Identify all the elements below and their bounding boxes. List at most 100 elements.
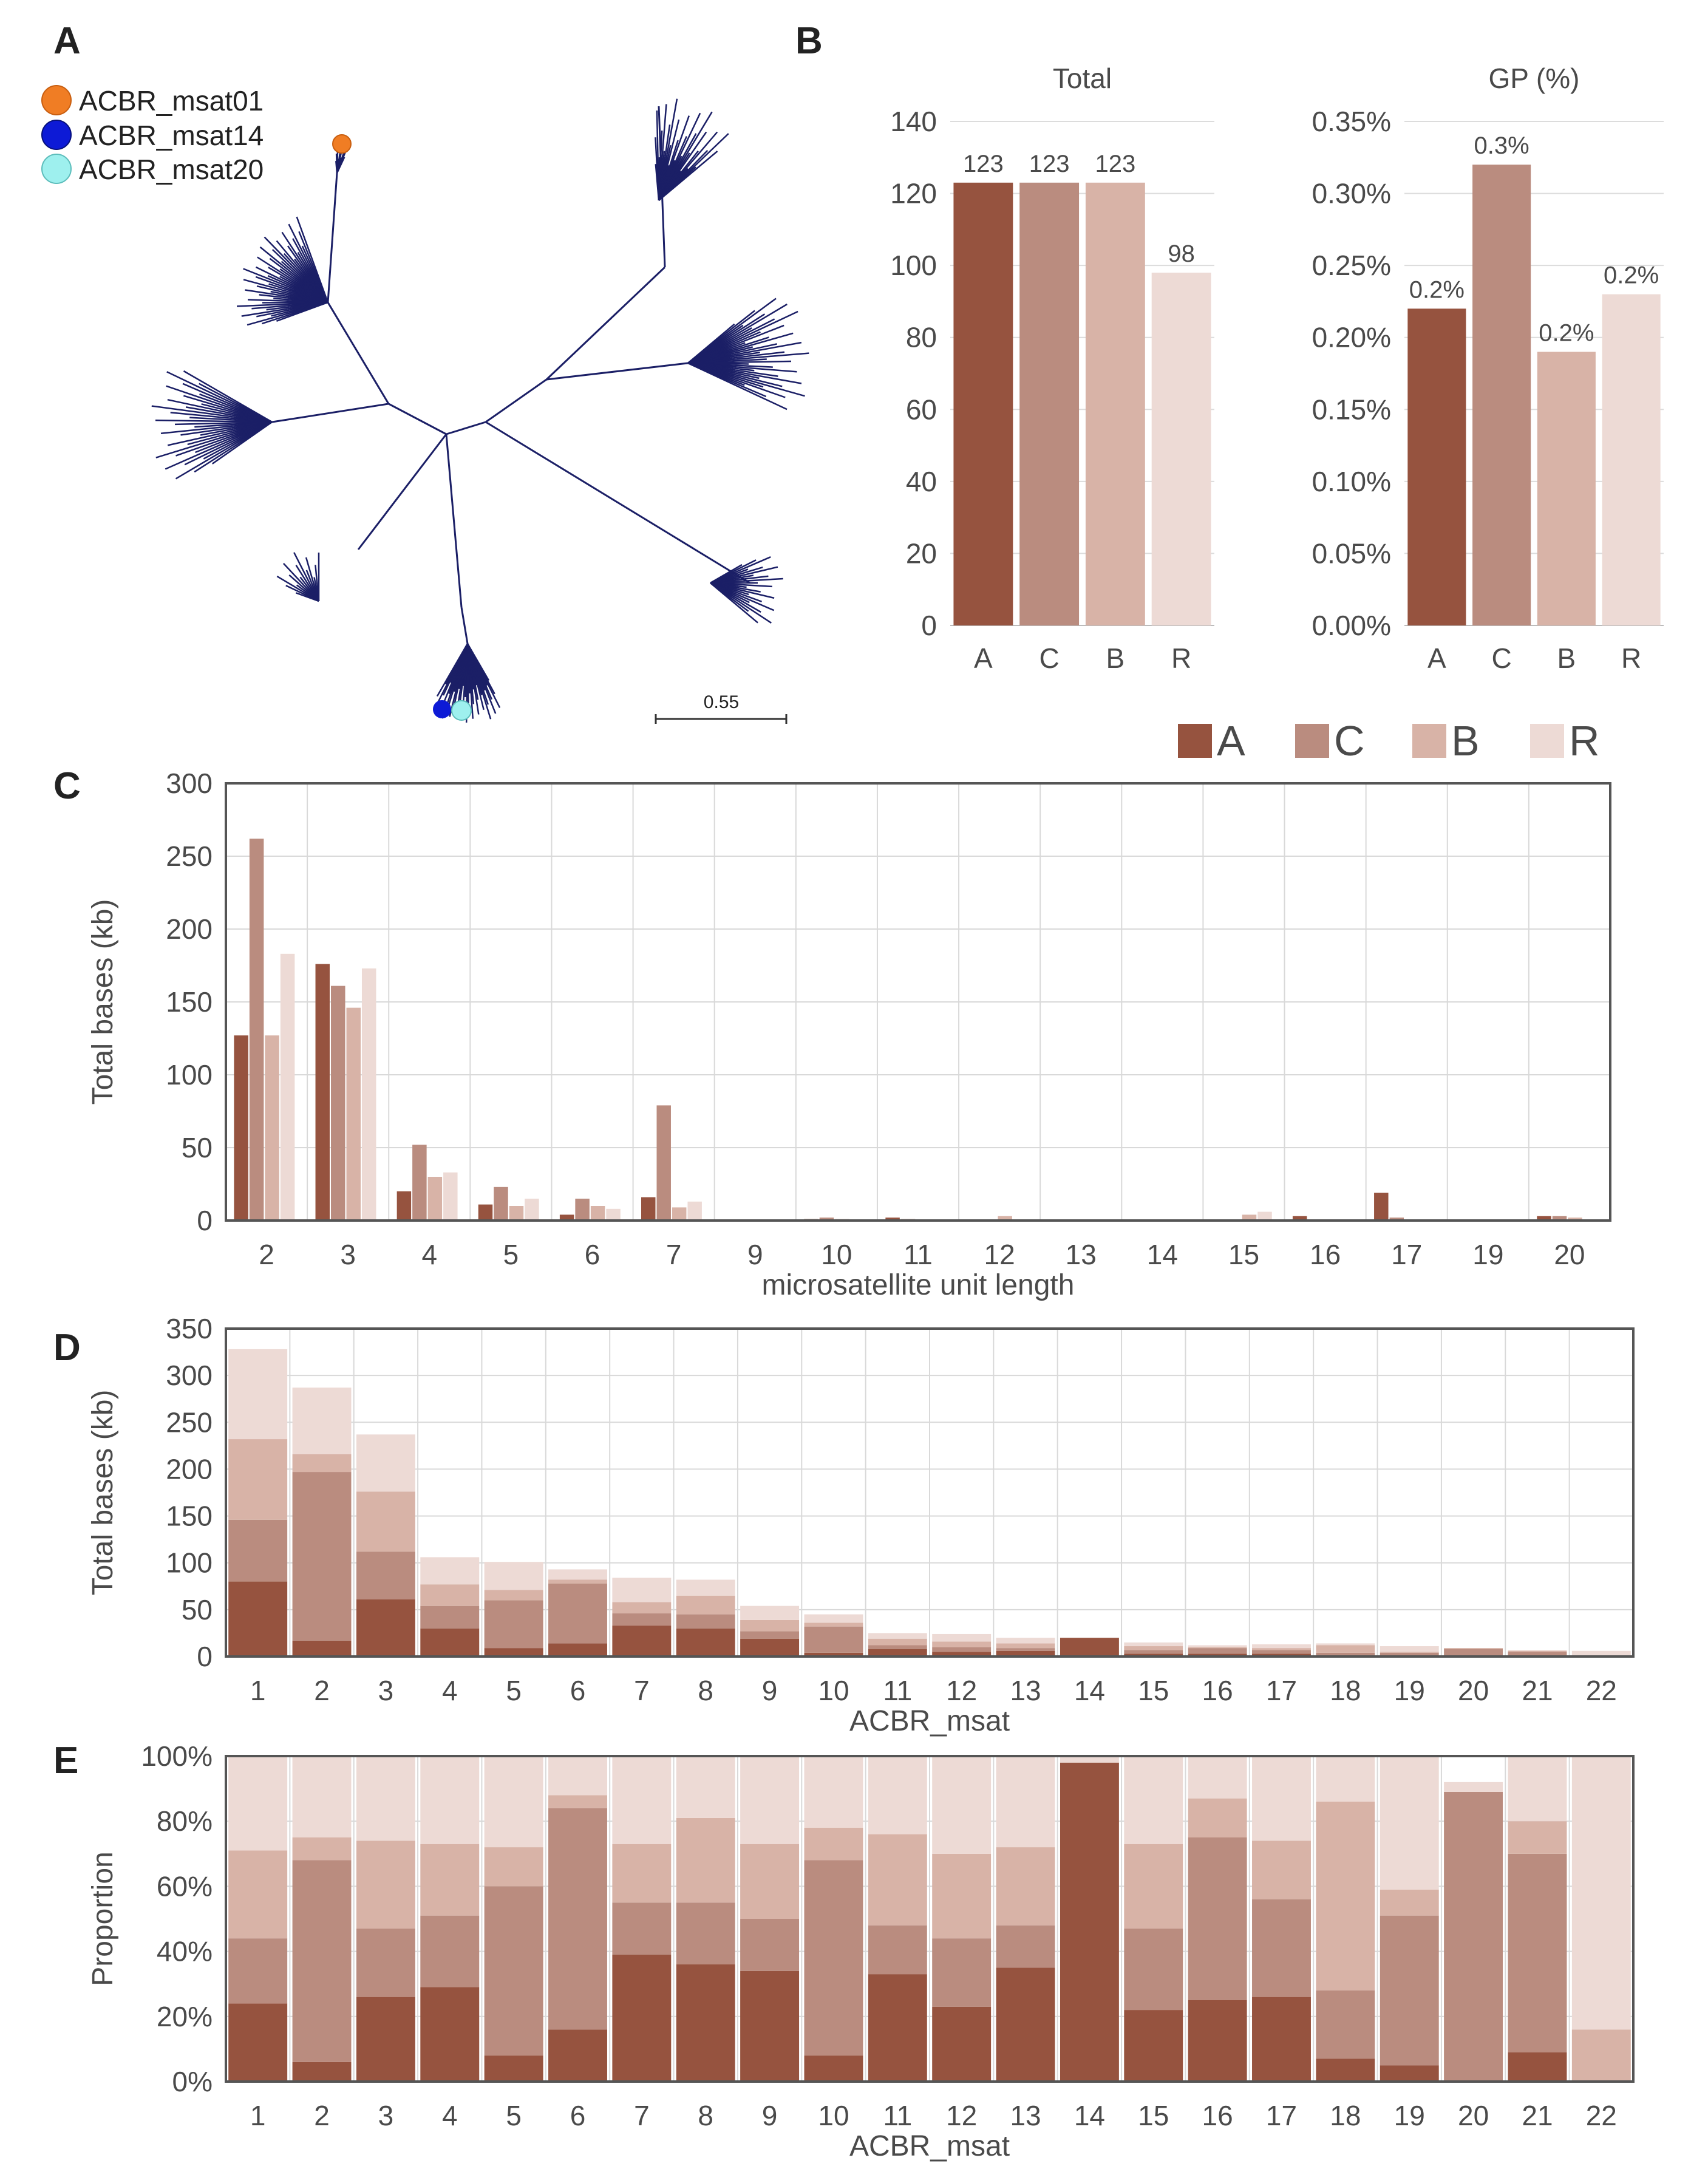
x-tick-label: 1 — [250, 2100, 266, 2131]
x-tick-label: 6 — [585, 1239, 601, 1270]
panel-label-e: E — [53, 1740, 78, 1782]
segment-A-8 — [676, 1628, 735, 1657]
legend-swatch-C — [1295, 724, 1329, 758]
segment-C-15 — [1124, 1929, 1183, 2011]
x-tick-label: 8 — [698, 1675, 713, 1706]
segment-A-16 — [1188, 2000, 1247, 2082]
scale-bar: 0.55 — [655, 692, 788, 724]
segment-B-15 — [1124, 1844, 1183, 1929]
x-tick-label: 11 — [883, 2100, 912, 2131]
x-tick-label: 18 — [1330, 2100, 1361, 2131]
x-tick-label: 21 — [1522, 2100, 1553, 2131]
x-tick-label: 19 — [1394, 1675, 1425, 1706]
x-tick-label: 14 — [1074, 1675, 1105, 1706]
segment-B-17 — [1252, 1840, 1311, 1899]
tree-node-msat20 — [451, 700, 472, 721]
bar-value-label: 98 — [1168, 240, 1195, 267]
y-tick-label: 20 — [906, 537, 937, 569]
bar-A-17 — [1374, 1193, 1389, 1221]
segment-B-8 — [676, 1817, 735, 1903]
bar-R-3 — [361, 968, 376, 1221]
bar-R-2 — [280, 953, 295, 1221]
bar-A-16 — [1292, 1216, 1307, 1221]
x-tick-label: 9 — [747, 1239, 763, 1270]
bar-C-6 — [575, 1199, 590, 1221]
segment-B-1 — [228, 1850, 288, 1939]
bar-C-10 — [819, 1217, 834, 1221]
segment-R-11 — [868, 1633, 927, 1639]
segment-C-21 — [1508, 1853, 1567, 2052]
segment-A-14 — [1060, 1762, 1119, 2082]
bar-value-label: 123 — [1095, 151, 1136, 177]
y-tick-label: 120 — [890, 178, 937, 209]
bar-B-5 — [509, 1206, 524, 1221]
tree-node-msat14 — [433, 700, 451, 718]
x-tick-label: 7 — [634, 2100, 650, 2131]
segment-B-8 — [676, 1595, 735, 1615]
tree-branch — [327, 302, 390, 404]
segment-C-3 — [356, 1929, 415, 1997]
y-tick-label: 0 — [197, 1205, 213, 1236]
segment-R-15 — [1124, 1756, 1183, 1844]
x-tick-label: 20 — [1458, 1675, 1489, 1706]
y-tick-label: 200 — [166, 913, 213, 945]
bar-A-4 — [396, 1191, 412, 1221]
y-tick-label: 0 — [921, 610, 937, 641]
y-tick-label: 140 — [890, 106, 937, 137]
segment-R-11 — [868, 1756, 927, 1834]
x-tick-label: 3 — [378, 2100, 394, 2131]
y-tick-label: 80 — [906, 322, 937, 353]
x-tick-label: 13 — [1010, 2100, 1041, 2131]
segment-C-19 — [1380, 1652, 1439, 1656]
bar-C-7 — [656, 1105, 671, 1221]
x-tick-label: 5 — [503, 1239, 519, 1270]
segment-B-20 — [1444, 1648, 1503, 1649]
y-tick-label: 0.20% — [1312, 322, 1391, 353]
scale-bar-label: 0.55 — [704, 692, 739, 712]
tree-leaf — [282, 563, 319, 602]
segment-R-7 — [612, 1756, 672, 1844]
segment-B-4 — [420, 1584, 480, 1606]
y-tick-label: 0.25% — [1312, 250, 1391, 281]
x-tick-label: 13 — [1010, 1675, 1041, 1706]
y-tick-label: 50 — [182, 1132, 213, 1163]
x-tick-label: C — [1492, 642, 1512, 674]
segment-A-21 — [1508, 2052, 1567, 2082]
legend-swatch-A — [1178, 724, 1212, 758]
segment-C-4 — [420, 1605, 480, 1629]
x-axis-title: ACBR_msat — [849, 2130, 1010, 2162]
y-tick-label: 350 — [166, 1313, 213, 1344]
bar-value-label: 0.2% — [1539, 319, 1594, 346]
x-tick-label: 20 — [1554, 1239, 1585, 1270]
panel-label-a: A — [53, 20, 81, 62]
legend-msat01-label: ACBR_msat01 — [79, 85, 264, 117]
chart-proportion-stacked: 0%20%40%60%80%100%1 2 3 4 5 6 7 8 9 10 11 12 13 14 15 1… — [87, 1740, 1635, 2162]
x-tick-label: 14 — [1074, 2100, 1105, 2131]
segment-C-5 — [484, 1886, 543, 2056]
tree-branch — [327, 172, 338, 303]
segment-A-2 — [292, 1640, 352, 1657]
segment-A-15 — [1124, 2010, 1183, 2082]
segment-B-9 — [740, 1619, 800, 1632]
y-tick-label: 20% — [157, 2001, 213, 2032]
tree-branch — [445, 434, 463, 608]
x-tick-label: 7 — [634, 1675, 650, 1706]
x-tick-label: 9 — [762, 2100, 778, 2131]
tree-leaf — [687, 362, 788, 410]
segment-C-4 — [420, 1915, 480, 1987]
segment-B-3 — [356, 1840, 415, 1929]
segment-B-7 — [612, 1602, 672, 1614]
segment-R-19 — [1380, 1756, 1439, 1890]
x-tick-label: 5 — [506, 2100, 522, 2131]
x-tick-label: 15 — [1228, 1239, 1259, 1270]
y-axis-title: Total bases (kb) — [87, 1390, 119, 1596]
segment-C-1 — [228, 1938, 288, 2004]
x-tick-label: 10 — [821, 1239, 852, 1270]
legend-swatch-R — [1530, 724, 1564, 758]
x-tick-label: 2 — [314, 2100, 330, 2131]
segment-A-12 — [932, 1652, 992, 1657]
x-tick-label: 18 — [1330, 1675, 1361, 1706]
y-tick-label: 40% — [157, 1936, 213, 1967]
x-tick-label: 22 — [1586, 1675, 1617, 1706]
segment-A-9 — [740, 1970, 800, 2082]
